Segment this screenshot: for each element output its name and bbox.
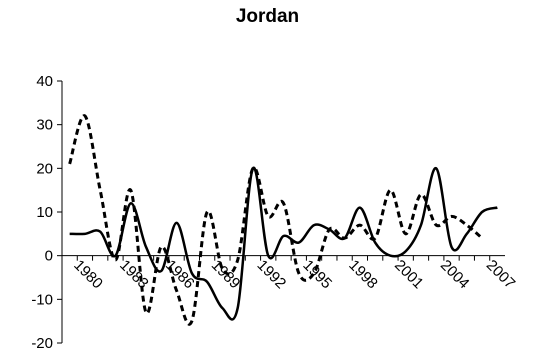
- x-tick-label: 1998: [345, 257, 381, 293]
- y-tick-label: 30: [36, 117, 53, 134]
- x-tick-label: 2004: [437, 257, 473, 293]
- chart-title: Jordan: [235, 6, 300, 27]
- x-tick-label: 1992: [254, 257, 290, 293]
- y-tick-label: -10: [31, 291, 53, 308]
- y-tick-label: -20: [31, 335, 53, 351]
- series-line-solid: [69, 166, 498, 321]
- y-tick-label: 10: [36, 204, 53, 221]
- x-tick-label: 1980: [70, 257, 106, 293]
- x-tick-label: 1995: [299, 257, 335, 293]
- series-line-dashed: [68, 114, 484, 326]
- x-tick-label: 2007: [483, 257, 519, 293]
- y-tick-label: 40: [36, 73, 53, 90]
- x-tick-label: 2001: [391, 257, 427, 293]
- y-tick-label: 0: [45, 248, 53, 265]
- x-tick-label: 1983: [116, 257, 152, 293]
- y-tick-label: 20: [36, 160, 53, 177]
